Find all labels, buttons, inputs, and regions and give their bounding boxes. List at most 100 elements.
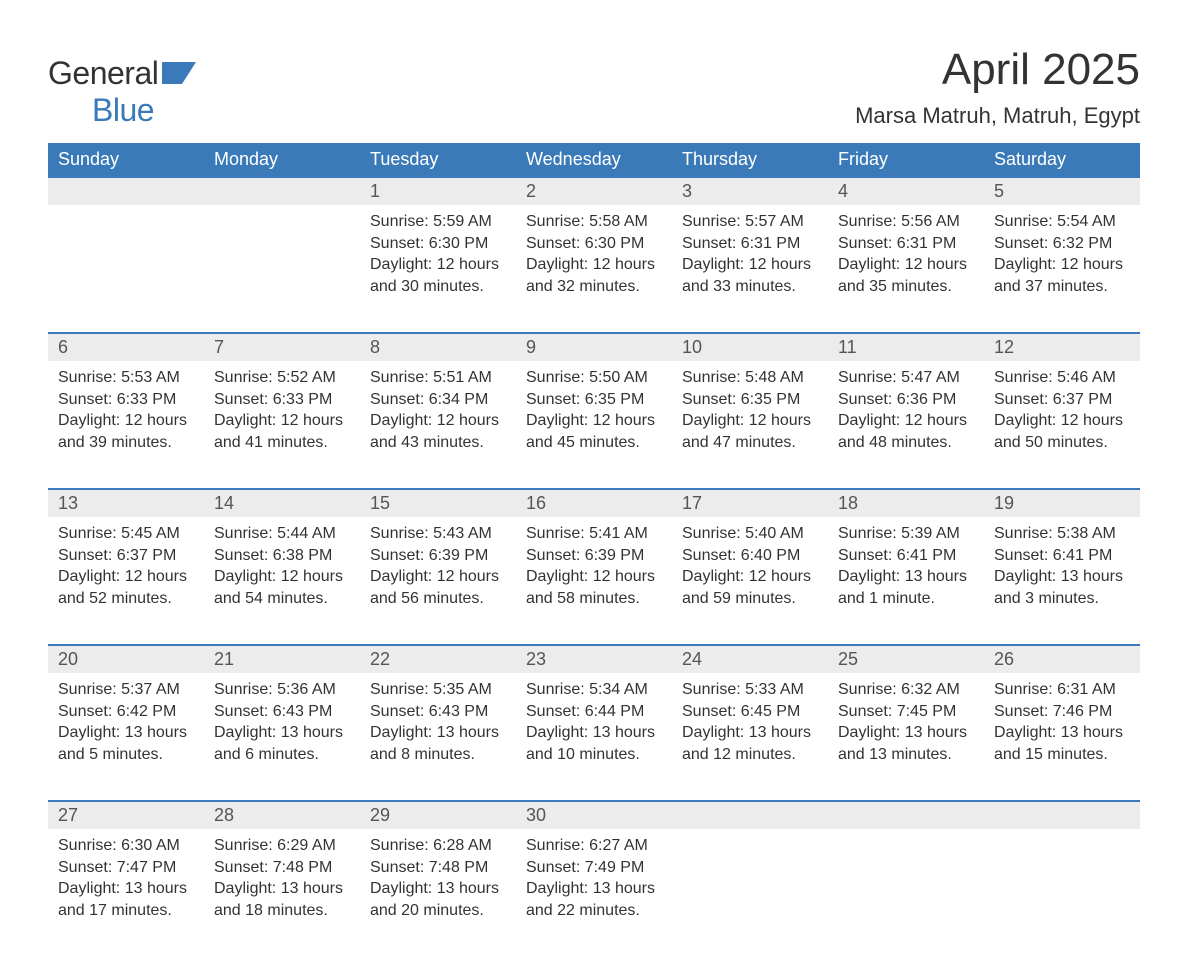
day-number: 8 [360,333,516,361]
weekday-header: Sunday [48,143,204,177]
daylight-text: Daylight: 12 hours [838,410,974,432]
sunset-text: Sunset: 6:44 PM [526,701,662,723]
empty-cell [984,801,1140,829]
sunset-text: Sunset: 6:45 PM [682,701,818,723]
day-number: 20 [48,645,204,673]
logo-flag-icon [162,55,202,92]
daylight-text: and 43 minutes. [370,432,506,454]
day-cell: Sunrise: 5:59 AMSunset: 6:30 PMDaylight:… [360,205,516,333]
sunset-text: Sunset: 7:45 PM [838,701,974,723]
daylight-text: and 6 minutes. [214,744,350,766]
weekday-header: Wednesday [516,143,672,177]
daylight-text: Daylight: 12 hours [526,566,662,588]
day-cell: Sunrise: 5:51 AMSunset: 6:34 PMDaylight:… [360,361,516,489]
daylight-text: Daylight: 13 hours [838,566,974,588]
daylight-text: Daylight: 12 hours [214,410,350,432]
day-number: 1 [360,177,516,205]
daylight-text: Daylight: 12 hours [526,410,662,432]
day-number: 10 [672,333,828,361]
sunrise-text: Sunrise: 5:56 AM [838,211,974,233]
sunset-text: Sunset: 7:46 PM [994,701,1130,723]
day-cell: Sunrise: 5:56 AMSunset: 6:31 PMDaylight:… [828,205,984,333]
sunset-text: Sunset: 6:30 PM [370,233,506,255]
daylight-text: and 35 minutes. [838,276,974,298]
title-block: April 2025 Marsa Matruh, Matruh, Egypt [855,45,1140,129]
daylight-text: and 8 minutes. [370,744,506,766]
sunset-text: Sunset: 6:35 PM [682,389,818,411]
sunrise-text: Sunrise: 5:44 AM [214,523,350,545]
day-number: 4 [828,177,984,205]
daylight-text: Daylight: 12 hours [58,410,194,432]
sunrise-text: Sunrise: 5:33 AM [682,679,818,701]
empty-cell [828,829,984,957]
daylight-text: and 39 minutes. [58,432,194,454]
day-cell: Sunrise: 6:27 AMSunset: 7:49 PMDaylight:… [516,829,672,957]
daylight-text: Daylight: 12 hours [994,254,1130,276]
day-number: 28 [204,801,360,829]
daynum-row: 27282930 [48,801,1140,829]
sunrise-text: Sunrise: 6:28 AM [370,835,506,857]
sunset-text: Sunset: 6:40 PM [682,545,818,567]
day-cell: Sunrise: 5:48 AMSunset: 6:35 PMDaylight:… [672,361,828,489]
daylight-text: Daylight: 13 hours [838,722,974,744]
content-row: Sunrise: 5:59 AMSunset: 6:30 PMDaylight:… [48,205,1140,333]
day-cell: Sunrise: 5:41 AMSunset: 6:39 PMDaylight:… [516,517,672,645]
day-cell: Sunrise: 5:52 AMSunset: 6:33 PMDaylight:… [204,361,360,489]
day-number: 27 [48,801,204,829]
weekday-header: Saturday [984,143,1140,177]
sunrise-text: Sunrise: 5:58 AM [526,211,662,233]
empty-cell [48,205,204,333]
day-number: 15 [360,489,516,517]
sunset-text: Sunset: 6:31 PM [838,233,974,255]
daylight-text: Daylight: 12 hours [682,566,818,588]
daylight-text: and 12 minutes. [682,744,818,766]
day-number: 5 [984,177,1140,205]
daylight-text: and 18 minutes. [214,900,350,922]
day-number: 7 [204,333,360,361]
daylight-text: Daylight: 12 hours [994,410,1130,432]
sunrise-text: Sunrise: 6:30 AM [58,835,194,857]
daynum-row: 6789101112 [48,333,1140,361]
sunrise-text: Sunrise: 5:57 AM [682,211,818,233]
daylight-text: Daylight: 13 hours [526,722,662,744]
weekday-header: Monday [204,143,360,177]
sunset-text: Sunset: 6:42 PM [58,701,194,723]
content-row: Sunrise: 5:45 AMSunset: 6:37 PMDaylight:… [48,517,1140,645]
daylight-text: Daylight: 13 hours [58,722,194,744]
daylight-text: Daylight: 12 hours [370,410,506,432]
day-number: 18 [828,489,984,517]
daynum-row: 12345 [48,177,1140,205]
day-cell: Sunrise: 5:53 AMSunset: 6:33 PMDaylight:… [48,361,204,489]
empty-cell [672,829,828,957]
header: General Blue April 2025 Marsa Matruh, Ma… [48,45,1140,129]
daylight-text: Daylight: 13 hours [370,878,506,900]
day-cell: Sunrise: 6:30 AMSunset: 7:47 PMDaylight:… [48,829,204,957]
daylight-text: and 15 minutes. [994,744,1130,766]
sunrise-text: Sunrise: 5:46 AM [994,367,1130,389]
empty-cell [48,177,204,205]
day-cell: Sunrise: 6:29 AMSunset: 7:48 PMDaylight:… [204,829,360,957]
daylight-text: Daylight: 13 hours [370,722,506,744]
daylight-text: and 33 minutes. [682,276,818,298]
sunrise-text: Sunrise: 5:40 AM [682,523,818,545]
daylight-text: and 10 minutes. [526,744,662,766]
sunrise-text: Sunrise: 6:31 AM [994,679,1130,701]
sunset-text: Sunset: 6:33 PM [58,389,194,411]
logo-text-general: General [48,55,158,92]
day-cell: Sunrise: 5:33 AMSunset: 6:45 PMDaylight:… [672,673,828,801]
daylight-text: Daylight: 12 hours [682,254,818,276]
sunrise-text: Sunrise: 5:37 AM [58,679,194,701]
daylight-text: and 20 minutes. [370,900,506,922]
day-number: 25 [828,645,984,673]
sunrise-text: Sunrise: 5:39 AM [838,523,974,545]
sunset-text: Sunset: 6:39 PM [370,545,506,567]
daylight-text: Daylight: 12 hours [370,254,506,276]
daylight-text: Daylight: 12 hours [838,254,974,276]
day-cell: Sunrise: 5:39 AMSunset: 6:41 PMDaylight:… [828,517,984,645]
daylight-text: Daylight: 13 hours [994,722,1130,744]
sunrise-text: Sunrise: 5:35 AM [370,679,506,701]
sunrise-text: Sunrise: 5:59 AM [370,211,506,233]
day-cell: Sunrise: 5:47 AMSunset: 6:36 PMDaylight:… [828,361,984,489]
day-number: 19 [984,489,1140,517]
content-row: Sunrise: 6:30 AMSunset: 7:47 PMDaylight:… [48,829,1140,957]
